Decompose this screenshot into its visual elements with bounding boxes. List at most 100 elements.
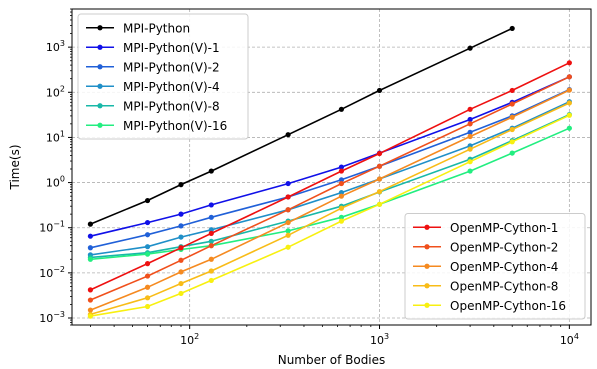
data-point [208, 238, 214, 244]
data-point [87, 297, 93, 303]
data-point [208, 227, 214, 233]
data-point [338, 168, 345, 174]
data-point [285, 132, 291, 138]
plot-frame [71, 8, 592, 326]
series-line [90, 100, 570, 256]
data-point [467, 106, 473, 112]
legend-swatch-marker [97, 64, 103, 70]
series-line [90, 113, 570, 259]
data-point [178, 182, 184, 188]
data-point [376, 87, 383, 94]
data-point [178, 280, 184, 287]
data-point [144, 303, 151, 310]
series-layer [87, 25, 572, 319]
legend-swatch-marker [97, 83, 103, 89]
series-7 [87, 74, 572, 303]
data-point [87, 245, 93, 251]
x-tick-label: 104 [560, 332, 579, 347]
data-point [566, 112, 572, 118]
data-point [509, 25, 515, 32]
x-tick-label: 103 [370, 332, 389, 347]
legend-box [77, 13, 249, 140]
legend-entry-label: OpenMP-Cython-4 [450, 260, 558, 274]
y-tick-label: 100 [46, 175, 65, 190]
data-point [338, 205, 345, 211]
data-point [376, 150, 383, 157]
data-point [338, 180, 345, 187]
legend-upper-left: MPI-Python MPI-Python(V)-1 MPI-Python(V)-2… [77, 13, 249, 140]
x-axis-title: Number of Bodies [278, 353, 386, 367]
data-point [208, 202, 214, 208]
data-point [467, 116, 473, 123]
legend-swatch-marker [97, 44, 103, 50]
data-point [208, 230, 214, 236]
data-point [376, 189, 383, 195]
data-point [467, 146, 473, 152]
data-point [208, 277, 214, 284]
data-point [509, 139, 515, 145]
legend-swatch-marker [97, 25, 103, 31]
data-point [566, 87, 572, 93]
legend-swatch-marker [424, 224, 430, 230]
legend-swatch-marker [424, 244, 430, 250]
legend-swatch-marker [424, 283, 430, 289]
data-point [178, 290, 184, 297]
data-point [87, 233, 93, 239]
legend-swatch-marker [424, 302, 430, 308]
data-point [285, 194, 291, 200]
data-point [144, 295, 151, 301]
y-tick-label: 10−3 [39, 310, 65, 325]
legend-entry-label: MPI-Python(V)-8 [123, 99, 220, 113]
series-6 [87, 60, 572, 293]
data-point [285, 207, 291, 213]
data-point [144, 232, 151, 238]
data-point [208, 168, 214, 174]
data-point [509, 114, 515, 120]
data-point [144, 284, 151, 290]
data-point [87, 256, 93, 262]
legends: MPI-Python MPI-Python(V)-1 MPI-Python(V)-2… [77, 13, 586, 320]
data-point [208, 243, 214, 249]
data-point [178, 223, 184, 229]
data-point [467, 159, 473, 165]
data-point [208, 256, 214, 262]
data-point [208, 268, 214, 274]
data-point [144, 244, 151, 250]
legend-box [404, 213, 586, 320]
data-point [566, 60, 572, 66]
data-point [285, 244, 291, 250]
data-point [376, 163, 383, 169]
data-point [566, 100, 572, 106]
data-point [467, 168, 473, 174]
data-point [285, 232, 291, 238]
data-point [338, 193, 345, 199]
data-point [566, 125, 572, 131]
legend-entry-label: MPI-Python(V)-16 [123, 119, 227, 133]
data-point [178, 211, 184, 217]
data-point [178, 234, 184, 240]
x-tick-label: 102 [180, 332, 199, 347]
legend-entry-label: OpenMP-Cython-2 [450, 240, 558, 254]
legend-swatch-marker [97, 122, 103, 128]
data-point [87, 313, 93, 319]
data-point [509, 87, 515, 94]
series-line [90, 88, 570, 249]
data-point [87, 307, 93, 313]
data-point [338, 164, 345, 170]
y-tick-label: 103 [46, 39, 65, 54]
legend-swatch-marker [97, 103, 103, 109]
data-point [509, 126, 515, 133]
legend-lower-right: OpenMP-Cython-1 OpenMP-Cython-2 OpenMP-Cyt… [404, 213, 586, 320]
data-point [285, 228, 291, 234]
series-line [90, 76, 570, 237]
data-point [467, 133, 473, 140]
data-point [208, 214, 214, 220]
data-point [376, 201, 383, 207]
series-0 [87, 25, 515, 227]
data-point [178, 245, 184, 251]
data-point [467, 45, 473, 51]
legend-entry-label: MPI-Python [123, 21, 190, 35]
data-point [285, 219, 291, 226]
data-point [338, 177, 345, 183]
